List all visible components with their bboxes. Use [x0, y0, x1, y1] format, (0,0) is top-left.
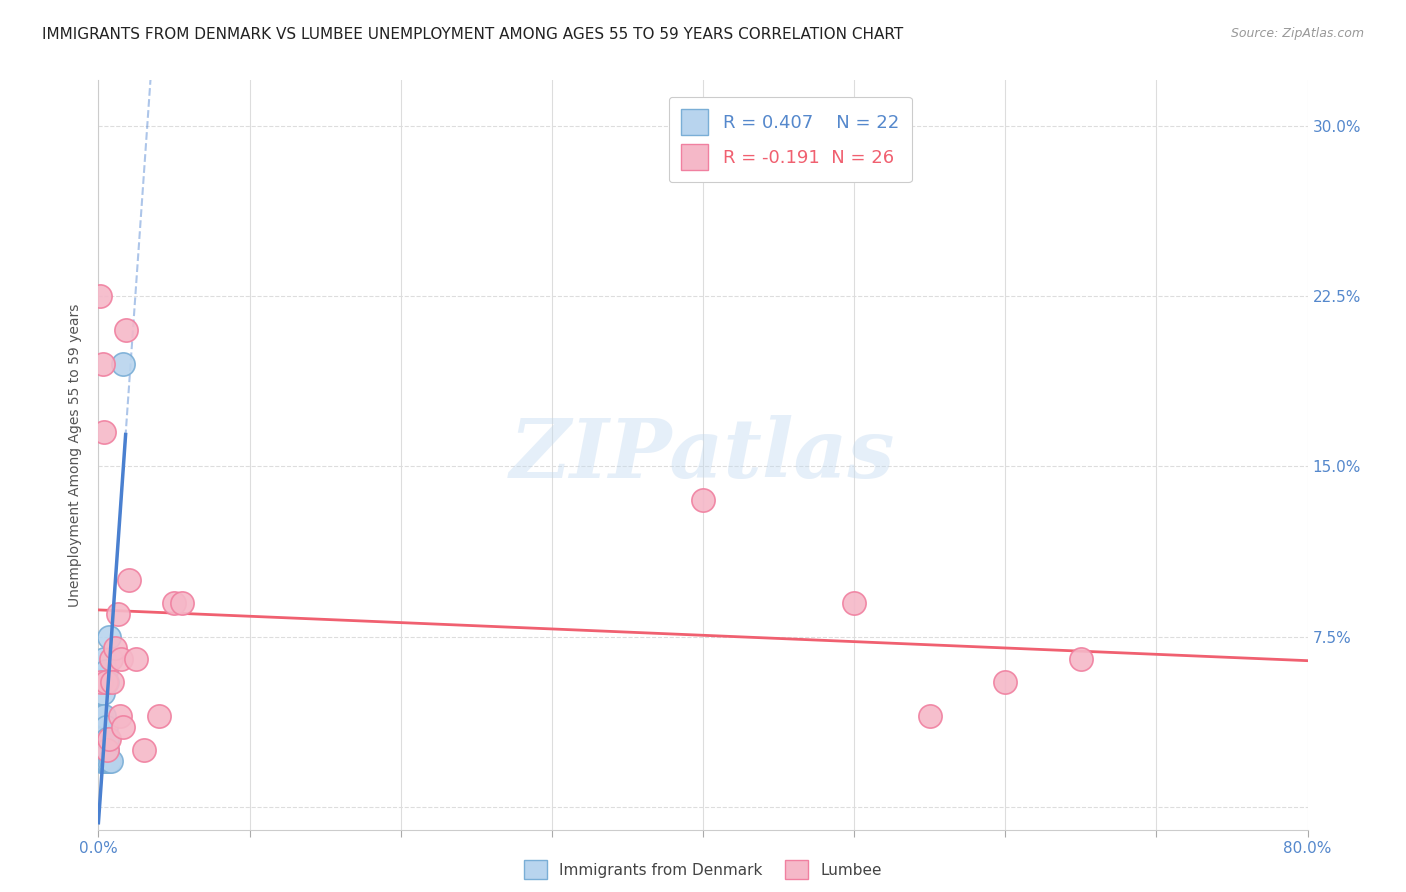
- Y-axis label: Unemployment Among Ages 55 to 59 years: Unemployment Among Ages 55 to 59 years: [69, 303, 83, 607]
- Point: [91, 755, 114, 769]
- Point: [94, 664, 117, 678]
- Point: [93, 755, 115, 769]
- Point: [89, 289, 111, 303]
- Point: [96, 675, 118, 690]
- Point: [132, 743, 155, 757]
- Point: [94, 720, 117, 734]
- Point: [90, 755, 112, 769]
- Point: [111, 357, 134, 371]
- Text: ZIPatlas: ZIPatlas: [510, 415, 896, 495]
- Text: Source: ZipAtlas.com: Source: ZipAtlas.com: [1230, 27, 1364, 40]
- Point: [94, 755, 117, 769]
- Point: [101, 675, 124, 690]
- Point: [98, 755, 121, 769]
- Point: [170, 595, 193, 609]
- Point: [125, 652, 148, 666]
- Point: [98, 630, 121, 644]
- Point: [89, 743, 111, 757]
- Point: [110, 652, 132, 666]
- Point: [100, 652, 122, 666]
- Point: [91, 357, 114, 371]
- Point: [96, 731, 118, 746]
- Point: [692, 493, 714, 508]
- Point: [91, 686, 114, 700]
- Legend: R = 0.407    N = 22, R = -0.191  N = 26: R = 0.407 N = 22, R = -0.191 N = 26: [669, 97, 911, 182]
- Point: [100, 755, 122, 769]
- Point: [93, 743, 115, 757]
- Point: [94, 675, 117, 690]
- Point: [108, 709, 131, 723]
- Legend: Immigrants from Denmark, Lumbee: Immigrants from Denmark, Lumbee: [517, 855, 889, 885]
- Point: [148, 709, 170, 723]
- Point: [96, 743, 118, 757]
- Point: [1070, 652, 1092, 666]
- Point: [90, 709, 112, 723]
- Text: IMMIGRANTS FROM DENMARK VS LUMBEE UNEMPLOYMENT AMONG AGES 55 TO 59 YEARS CORRELA: IMMIGRANTS FROM DENMARK VS LUMBEE UNEMPL…: [42, 27, 904, 42]
- Point: [118, 573, 141, 587]
- Point: [918, 709, 941, 723]
- Point: [104, 640, 127, 655]
- Point: [114, 323, 136, 337]
- Point: [93, 652, 115, 666]
- Point: [994, 675, 1017, 690]
- Point: [111, 720, 134, 734]
- Point: [96, 743, 118, 757]
- Point: [93, 425, 115, 440]
- Point: [844, 595, 866, 609]
- Point: [94, 743, 117, 757]
- Point: [91, 743, 114, 757]
- Point: [107, 607, 129, 621]
- Point: [93, 709, 115, 723]
- Point: [98, 731, 121, 746]
- Point: [163, 595, 186, 609]
- Point: [96, 755, 118, 769]
- Point: [90, 675, 112, 690]
